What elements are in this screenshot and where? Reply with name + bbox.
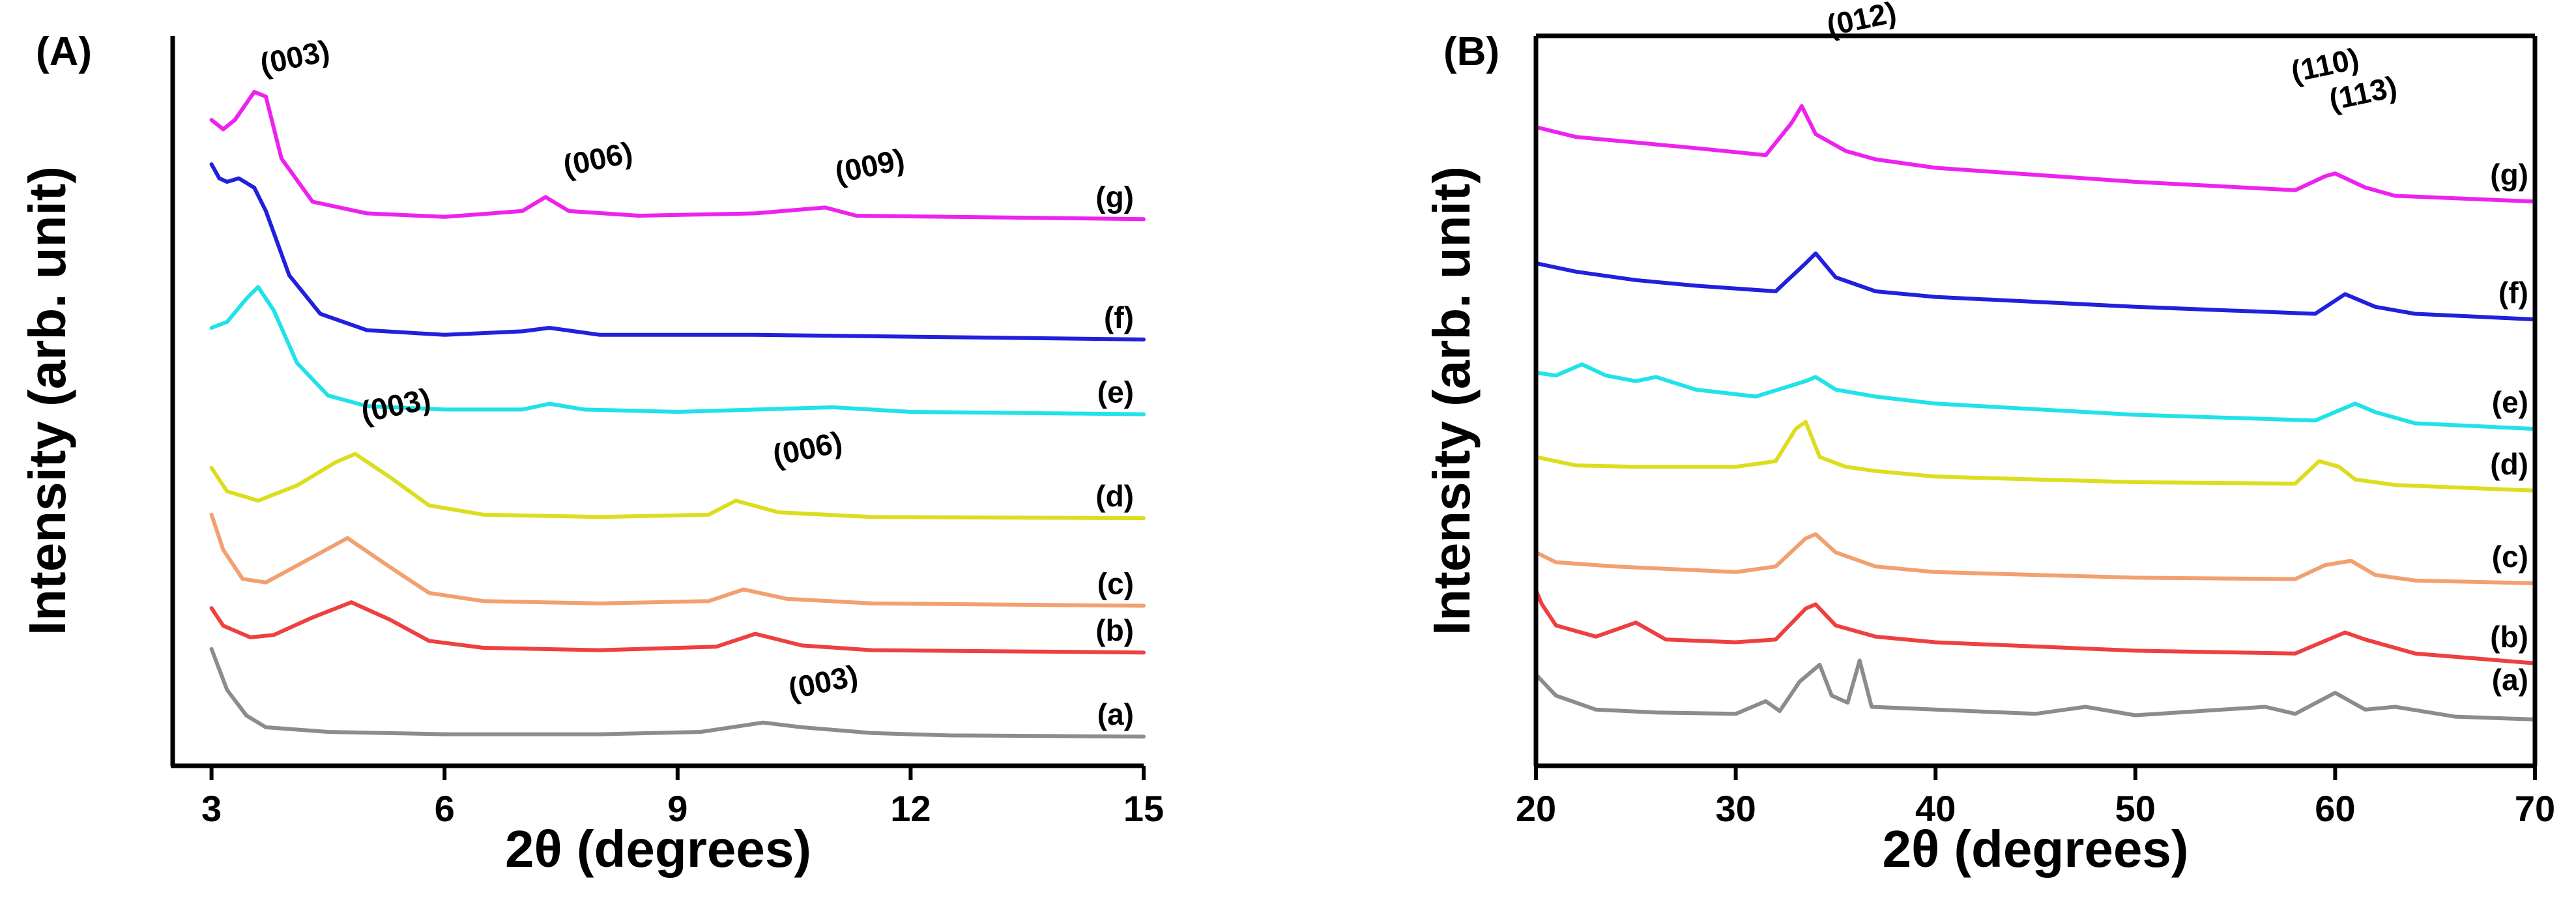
series-label: (c) bbox=[1097, 567, 1134, 601]
series-label: (a) bbox=[2492, 663, 2528, 697]
series-line bbox=[209, 452, 1146, 521]
chart-panel-a: (a) (b) (c) (d) (e) (f) (g) (003) (006) (009) (003… bbox=[18, 29, 1164, 878]
x-tick-label: 60 bbox=[2315, 788, 2355, 829]
x-tick-label: 70 bbox=[2515, 788, 2555, 829]
peak-annotation: (006) bbox=[560, 135, 635, 182]
panel-label: (A) bbox=[36, 29, 92, 74]
series-line bbox=[1534, 420, 2537, 493]
x-tick-label: 40 bbox=[1915, 788, 1956, 829]
series-line bbox=[1534, 588, 2537, 665]
peak-annotation: (003) bbox=[257, 33, 332, 81]
series-line bbox=[209, 600, 1146, 655]
series-label: (c) bbox=[2492, 540, 2528, 574]
series-line bbox=[1534, 104, 2537, 204]
series-line bbox=[209, 512, 1146, 608]
series-line bbox=[1534, 658, 2537, 721]
panel-label: (B) bbox=[1443, 29, 1499, 74]
series-line bbox=[209, 285, 1146, 416]
y-axis-label: Intensity (arb. unit) bbox=[18, 166, 76, 635]
x-tick-label: 6 bbox=[435, 788, 455, 829]
series-label: (f) bbox=[1104, 300, 1134, 334]
series-line bbox=[209, 162, 1146, 342]
x-tick-label: 12 bbox=[890, 788, 931, 829]
peak-annotation: (003) bbox=[785, 658, 861, 706]
x-tick-label: 30 bbox=[1715, 788, 1756, 829]
series-line bbox=[209, 647, 1146, 739]
x-tick-label: 3 bbox=[201, 788, 222, 829]
peak-annotation: (003) bbox=[358, 381, 433, 429]
series-label: (b) bbox=[1095, 613, 1134, 647]
peak-annotation: (009) bbox=[832, 142, 908, 190]
x-tick-label: 9 bbox=[667, 788, 687, 829]
series-label: (e) bbox=[1097, 375, 1134, 409]
x-tick-label: 15 bbox=[1123, 788, 1164, 829]
chart-panel-b: (a)(b)(c)(d)(e)(f)(g)(012)(110)(113)20 30… bbox=[1423, 0, 2555, 878]
series-line bbox=[1534, 251, 2537, 322]
peak-annotation: (006) bbox=[770, 424, 845, 472]
series-label: (g) bbox=[2490, 158, 2528, 192]
x-axis-label: 2θ (degrees) bbox=[505, 820, 811, 878]
x-axis-label: 2θ (degrees) bbox=[1882, 820, 2188, 878]
y-axis-label: Intensity (arb. unit) bbox=[1423, 166, 1481, 635]
series-label: (f) bbox=[2498, 276, 2528, 310]
series-line bbox=[1534, 532, 2537, 585]
x-tick-label: 20 bbox=[1516, 788, 1556, 829]
series-line bbox=[209, 90, 1146, 222]
series-label: (a) bbox=[1097, 697, 1134, 731]
series-line bbox=[1534, 362, 2537, 431]
series-label: (d) bbox=[1095, 479, 1134, 513]
series-label: (e) bbox=[2492, 385, 2528, 419]
series-label: (d) bbox=[2490, 447, 2528, 481]
x-tick-label: 50 bbox=[2115, 788, 2156, 829]
series-label: (b) bbox=[2490, 620, 2528, 654]
series-label: (g) bbox=[1095, 180, 1134, 214]
